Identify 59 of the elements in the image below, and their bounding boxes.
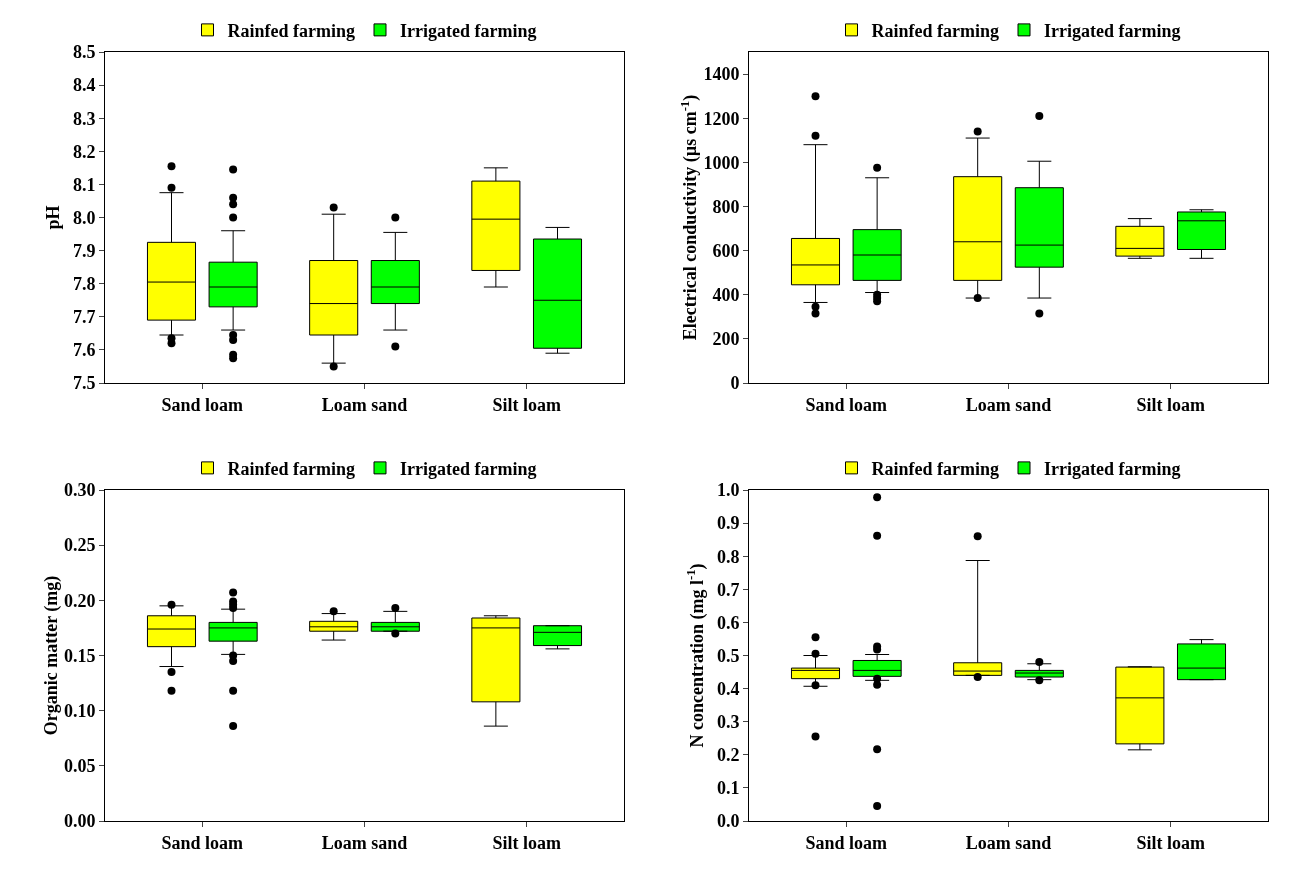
legend-label: Irrigated farming: [400, 458, 537, 479]
y-axis-title: Organic matter (mg): [40, 575, 62, 736]
y-tick-label: 7.8: [72, 274, 96, 294]
legend-label: Rainfed farming: [871, 458, 999, 479]
y-tick-label: 600: [712, 240, 740, 261]
y-tick-label: 7.9: [72, 240, 96, 261]
y-tick-label: 400: [712, 285, 740, 306]
y-tick-label: 0.6: [716, 612, 740, 633]
y-tick-label: 0.0: [716, 811, 740, 832]
y-tick-label: 8.2: [72, 141, 96, 162]
y-tick-label: 0.5: [716, 645, 740, 666]
y-tick-label: 1.0: [716, 480, 740, 501]
legend-label: Rainfed farming: [871, 20, 999, 41]
legend-label: Rainfed farming: [227, 20, 355, 41]
y-tick-label: 1000: [703, 152, 740, 173]
y-tick-label: 0.4: [716, 678, 740, 699]
y-tick-label: 8.0: [72, 207, 96, 228]
y-tick-label: 8.5: [72, 42, 96, 63]
x-tick-label: Loam sand: [321, 832, 408, 853]
x-tick-label: Silt loam: [1136, 832, 1205, 853]
y-tick-label: 0.8: [716, 546, 740, 567]
y-tick-label: 0.20: [63, 590, 96, 611]
legend-label: Rainfed farming: [227, 458, 355, 479]
y-tick-label: 0.05: [63, 756, 96, 777]
y-tick-label: 800: [712, 196, 740, 217]
legend-label: Irrigated farming: [1044, 20, 1181, 41]
y-tick-label: 7.6: [72, 340, 96, 361]
x-tick-label: Sand loam: [161, 394, 244, 415]
x-tick-label: Loam sand: [965, 832, 1052, 853]
y-tick-label: 0.3: [716, 712, 740, 732]
y-tick-label: 0: [730, 373, 740, 394]
y-axis-title: pH: [43, 205, 63, 230]
legend-label: Irrigated farming: [400, 20, 537, 41]
y-tick-label: 7.7: [72, 307, 96, 328]
x-tick-label: Silt loam: [492, 832, 561, 853]
y-tick-label: 0.30: [63, 480, 96, 501]
y-tick-label: 1400: [703, 64, 740, 85]
y-tick-label: 0.00: [63, 811, 96, 832]
y-tick-label: 0.2: [716, 745, 740, 766]
y-tick-label: 1200: [703, 108, 740, 129]
y-tick-label: 0.9: [716, 513, 740, 534]
x-tick-label: Silt loam: [1136, 394, 1205, 415]
y-tick-label: 0.10: [63, 700, 96, 721]
y-tick-label: 200: [712, 329, 740, 350]
x-tick-label: Silt loam: [492, 394, 561, 415]
legend-label: Irrigated farming: [1044, 458, 1181, 479]
y-tick-label: 7.5: [72, 373, 96, 394]
y-tick-label: 8.3: [72, 108, 96, 129]
y-tick-label: 8.1: [72, 174, 96, 195]
y-tick-label: 8.4: [72, 75, 96, 96]
y-tick-label: 0.25: [63, 535, 96, 556]
y-tick-label: 0.15: [63, 645, 96, 666]
x-tick-label: Sand loam: [805, 832, 888, 853]
x-tick-label: Sand loam: [805, 394, 888, 415]
y-tick-label: 0.1: [716, 778, 740, 799]
x-tick-label: Loam sand: [965, 394, 1052, 415]
x-tick-label: Loam sand: [321, 394, 408, 415]
x-tick-label: Sand loam: [161, 832, 244, 853]
y-tick-label: 0.7: [716, 579, 740, 600]
